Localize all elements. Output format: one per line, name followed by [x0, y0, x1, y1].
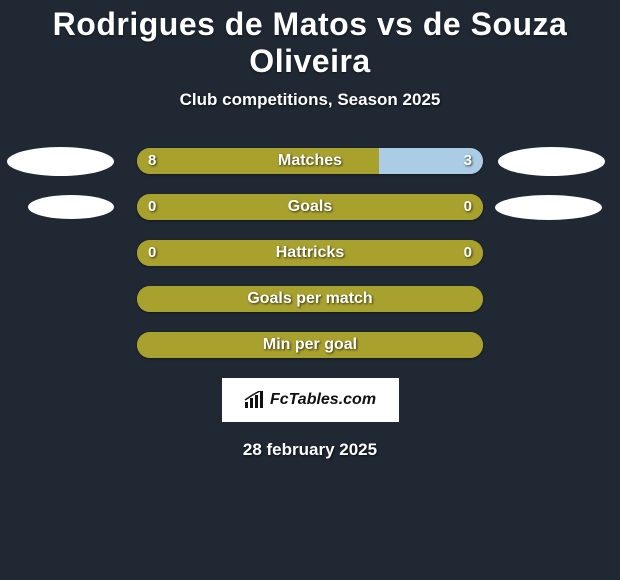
player-left-marker [7, 147, 114, 176]
brand-badge[interactable]: FcTables.com [222, 378, 399, 422]
brand-text: FcTables.com [270, 391, 376, 409]
stat-value-left: 0 [148, 240, 156, 266]
stat-bar [137, 286, 483, 312]
stat-row: 00Hattricks [0, 240, 620, 266]
stat-value-left: 0 [148, 194, 156, 220]
stat-bar [137, 148, 483, 174]
player-right-marker [498, 147, 605, 176]
player-left-marker [28, 195, 114, 219]
stat-value-right: 0 [464, 240, 472, 266]
bar-left-fill [137, 286, 483, 312]
stat-row: Min per goal [0, 332, 620, 358]
page-title: Rodrigues de Matos vs de Souza Oliveira [0, 0, 620, 80]
stat-row: 83Matches [0, 148, 620, 174]
bar-left-fill [137, 332, 483, 358]
subtitle: Club competitions, Season 2025 [0, 90, 620, 110]
stat-value-left: 8 [148, 148, 156, 174]
comparison-container: Rodrigues de Matos vs de Souza Oliveira … [0, 0, 620, 580]
bar-left-fill [137, 194, 483, 220]
bar-left-fill [137, 148, 379, 174]
stat-row: 00Goals [0, 194, 620, 220]
stat-bar [137, 240, 483, 266]
stats-rows: 83Matches00Goals00HattricksGoals per mat… [0, 148, 620, 358]
player-right-marker [495, 195, 602, 220]
bar-chart-icon [244, 391, 266, 409]
stat-bar [137, 194, 483, 220]
stat-value-right: 0 [464, 194, 472, 220]
stat-bar [137, 332, 483, 358]
snapshot-date: 28 february 2025 [0, 440, 620, 460]
bar-left-fill [137, 240, 483, 266]
stat-row: Goals per match [0, 286, 620, 312]
stat-value-right: 3 [464, 148, 472, 174]
